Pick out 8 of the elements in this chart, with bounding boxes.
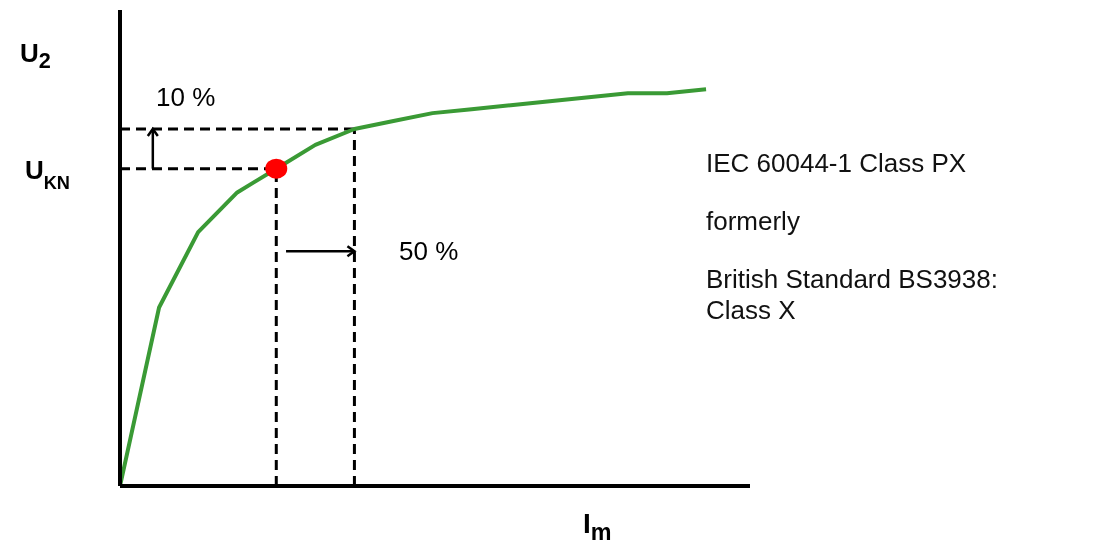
x-axis-title: I$_{m}$ — [583, 508, 612, 546]
annotation: IEC 60044-1 Class PX — [706, 148, 968, 179]
y-axis-title: U$_{2}$ — [20, 38, 51, 75]
annotation: British Standard BS3938: Class X — [706, 264, 999, 326]
annotation: 10 % — [156, 82, 216, 113]
annotation: 50 % — [399, 236, 459, 267]
annotation: formerly — [706, 206, 801, 237]
ref-line-label: U$_{KN}$ — [24, 154, 70, 193]
